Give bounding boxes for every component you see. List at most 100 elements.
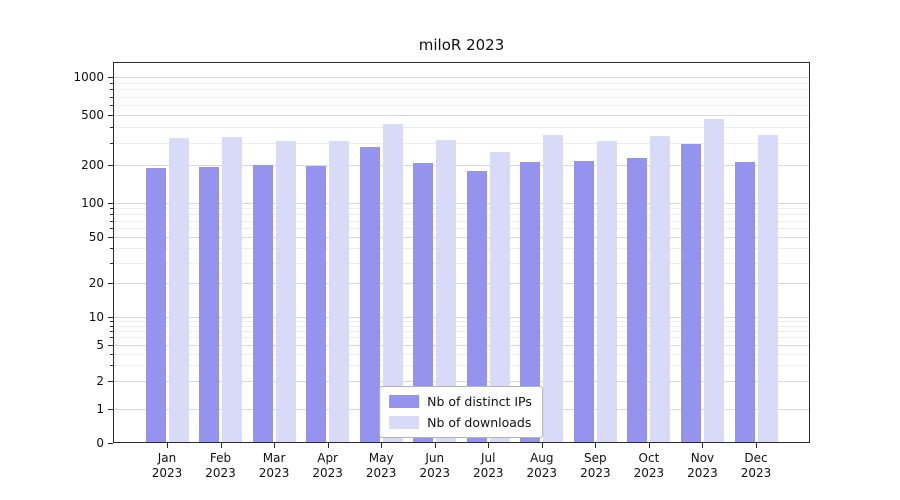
y-axis-tick-label: 2 <box>96 374 104 389</box>
gridline-major <box>113 237 810 239</box>
legend-item-downloads: Nb of downloads <box>389 415 532 430</box>
bar-downloads <box>543 134 564 443</box>
bar-distinct-ips <box>734 161 755 443</box>
y-axis-minor-tick-mark <box>110 208 113 210</box>
y-axis-tick-mark <box>108 203 113 204</box>
y-axis-minor-tick-mark <box>110 127 113 129</box>
x-axis-tick-mark <box>595 443 597 448</box>
y-axis-tick-mark <box>108 443 113 444</box>
y-axis-minor-tick-mark <box>110 228 113 230</box>
gridline-minor <box>113 104 810 106</box>
y-axis-tick-label: 1000 <box>73 70 104 84</box>
x-axis-tick-mark <box>167 443 168 448</box>
legend-label-downloads: Nb of downloads <box>427 415 532 430</box>
plot-bars <box>113 62 810 443</box>
x-axis-tick-label: Dec 2023 <box>740 451 772 480</box>
y-axis-tick-mark <box>108 344 113 346</box>
y-axis-tick-label: 5 <box>96 337 104 352</box>
y-axis-minor-tick-mark <box>110 331 113 333</box>
gridline-major <box>113 282 810 284</box>
y-axis-tick-label: 1 <box>96 402 104 416</box>
y-axis-minor-tick-mark <box>110 337 113 339</box>
bar-downloads <box>489 152 510 443</box>
y-axis-tick-label: 200 <box>81 158 104 173</box>
bar-distinct-ips <box>520 161 541 443</box>
bar-distinct-ips <box>573 161 594 443</box>
bar-distinct-ips <box>145 167 166 443</box>
legend-swatch-downloads-icon <box>389 416 420 429</box>
y-axis-minor-tick-mark <box>110 82 113 84</box>
gridline-major <box>113 344 810 346</box>
gridline-minor <box>113 262 810 264</box>
y-axis-minor-tick-mark <box>110 325 113 327</box>
bar-downloads <box>275 141 296 443</box>
x-axis-tick-mark <box>648 443 650 448</box>
y-axis-minor-tick-mark <box>110 365 113 367</box>
legend-swatch-ips-icon <box>389 395 420 408</box>
bar-distinct-ips <box>466 171 487 443</box>
bar-downloads <box>222 136 243 443</box>
gridline-major <box>113 317 810 318</box>
y-axis-minor-tick-mark <box>110 262 113 264</box>
bar-downloads <box>168 137 189 443</box>
gridline-minor <box>113 321 810 323</box>
y-axis-minor-tick-mark <box>110 214 113 216</box>
y-axis-tick-label: 20 <box>88 275 104 290</box>
x-axis-tick-mark <box>488 443 490 448</box>
gridline-major <box>113 165 810 167</box>
bar-distinct-ips <box>680 144 701 443</box>
y-axis-minor-tick-mark <box>110 96 113 98</box>
bar-downloads <box>757 135 778 443</box>
x-axis-tick-mark <box>327 443 329 448</box>
bar-distinct-ips <box>306 165 327 443</box>
gridline-minor <box>113 353 810 355</box>
x-axis-tick-label: Sep 2023 <box>580 451 611 480</box>
gridline-minor <box>113 220 810 222</box>
y-axis-tick-mark <box>108 77 113 78</box>
bar-distinct-ips <box>359 147 380 443</box>
gridline-minor <box>113 127 810 129</box>
bar-distinct-ips <box>413 162 434 443</box>
gridline-major <box>113 381 810 383</box>
gridline-minor <box>113 365 810 367</box>
bar-downloads <box>329 140 350 443</box>
gridline-minor <box>113 89 810 91</box>
bar-distinct-ips <box>627 157 648 443</box>
bar-distinct-ips <box>199 167 220 443</box>
gridline-major <box>113 77 810 78</box>
bar-downloads <box>703 119 724 443</box>
gridline-minor <box>113 228 810 230</box>
bar-downloads <box>382 124 403 443</box>
y-axis-tick-mark <box>108 409 113 410</box>
gridline-minor <box>113 325 810 327</box>
legend-label-distinct-ips: Nb of distinct IPs <box>427 394 532 409</box>
x-axis-tick-mark <box>702 443 704 448</box>
y-axis-tick-label: 10 <box>88 310 104 324</box>
x-axis-tick-mark <box>541 443 543 448</box>
chart-title: miloR 2023 <box>418 36 505 54</box>
y-axis-tick-label: 500 <box>81 107 104 122</box>
x-axis-tick-mark <box>756 443 757 448</box>
bar-downloads <box>436 139 457 443</box>
y-axis-minor-tick-mark <box>110 89 113 91</box>
bar-downloads <box>596 140 617 443</box>
x-axis-tick-mark <box>434 443 436 448</box>
y-axis-minor-tick-mark <box>110 321 113 323</box>
gridline-major <box>113 114 810 116</box>
gridline-minor <box>113 331 810 333</box>
gridline-minor <box>113 208 810 210</box>
legend-item-distinct-ips: Nb of distinct IPs <box>389 394 532 409</box>
x-axis-tick-label: May 2023 <box>365 451 397 480</box>
y-axis-minor-tick-mark <box>110 220 113 222</box>
x-axis-tick-label: Mar 2023 <box>258 451 290 480</box>
y-axis-tick-label: 50 <box>88 230 104 245</box>
x-axis-tick-label: Jul 2023 <box>472 451 504 480</box>
bar-distinct-ips <box>252 164 273 443</box>
gridline-minor <box>113 214 810 216</box>
x-axis-tick-mark <box>274 443 276 448</box>
y-axis-tick-mark <box>108 114 113 116</box>
y-axis-minor-tick-mark <box>110 353 113 355</box>
x-axis-tick-label: Oct 2023 <box>633 451 665 480</box>
x-axis-tick-mark <box>381 443 383 448</box>
